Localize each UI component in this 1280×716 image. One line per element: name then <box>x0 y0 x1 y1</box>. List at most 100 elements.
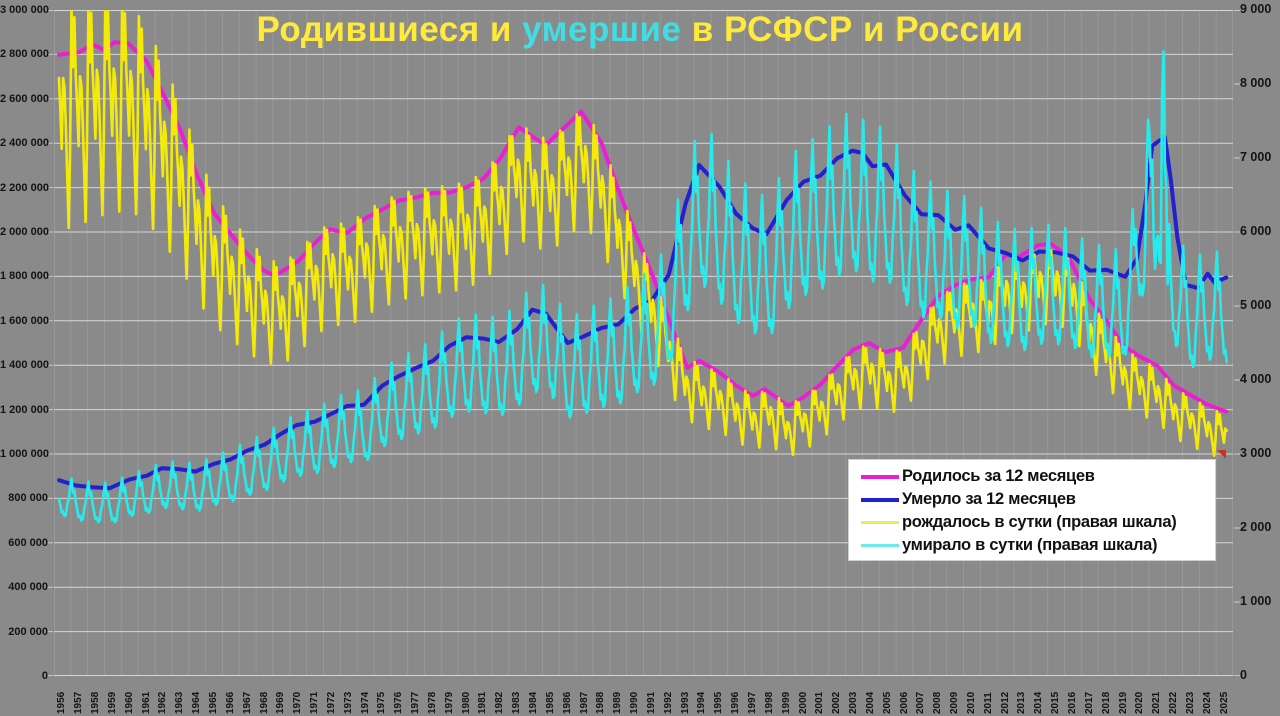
right-axis-label: 6 000 <box>1240 224 1272 238</box>
x-axis-year-label: 2022 <box>1168 691 1180 714</box>
x-axis-year-label: 1967 <box>241 691 253 714</box>
x-axis-year-label: 2020 <box>1134 691 1146 714</box>
series-died-12m <box>57 135 1229 491</box>
x-axis-year-label: 1965 <box>208 691 219 714</box>
left-axis-label: 0 <box>41 670 48 682</box>
x-axis-year-label: 1996 <box>730 691 742 714</box>
x-axis-year-label: 1976 <box>393 691 405 714</box>
x-axis-year-label: 2001 <box>814 691 826 714</box>
x-axis-year-label: 1956 <box>56 691 68 714</box>
left-axis-label: 1 200 000 <box>0 403 49 416</box>
x-axis-year-label: 1970 <box>292 691 304 714</box>
x-axis-year-label: 2017 <box>1083 691 1095 714</box>
left-axis-label: 2 200 000 <box>0 181 49 194</box>
x-axis-year-label: 1981 <box>477 691 489 714</box>
right-axis-label: 7 000 <box>1240 150 1272 164</box>
x-axis-year-label: 1978 <box>426 691 438 714</box>
left-axis-label: 1 800 000 <box>0 270 49 283</box>
legend-label: Умерло за 12 месяцев <box>902 490 1076 508</box>
x-axis-year-label: 1993 <box>679 691 691 714</box>
x-axis-year-label: 1957 <box>73 691 85 714</box>
legend-swatch-born-12m <box>861 474 899 479</box>
x-axis-year-label: 1959 <box>106 691 118 714</box>
x-axis-year-label: 2018 <box>1100 691 1112 714</box>
x-axis-year-label: 1986 <box>561 691 573 714</box>
x-axis-year-label: 1999 <box>780 691 792 714</box>
x-axis-year-label: 1971 <box>309 691 321 714</box>
legend-label: рождалось в сутки (правая шкала) <box>902 513 1177 531</box>
series-born-12m <box>57 40 1229 414</box>
x-axis-year-label: 1963 <box>174 691 186 714</box>
x-axis-year-label: 1980 <box>460 691 472 714</box>
x-axis-year-label: 1974 <box>359 691 371 714</box>
x-axis-year-label: 2025 <box>1218 691 1230 714</box>
x-axis-year-label: 1962 <box>157 691 169 714</box>
x-axis-year-label: 1989 <box>612 691 624 714</box>
x-axis-year-label: 2010 <box>965 691 977 714</box>
x-axis-year-label: 1960 <box>123 691 135 714</box>
x-axis-year-label: 1995 <box>713 691 725 714</box>
legend-row-born-daily: рождалось в сутки (правая шкала) <box>861 511 1209 534</box>
x-axis-year-label: 1992 <box>662 691 674 714</box>
x-axis-year-label: 2015 <box>1050 691 1062 714</box>
left-axis-label: 1 400 000 <box>0 359 49 372</box>
x-axis-year-label: 2009 <box>949 691 961 714</box>
x-axis-year-label: 2000 <box>797 691 809 714</box>
x-axis-year-label: 2014 <box>1033 691 1045 714</box>
legend-row-died-12m: Умерло за 12 месяцев <box>861 488 1209 511</box>
x-axis-year-label: 1968 <box>258 691 270 714</box>
x-axis-year-label: 1969 <box>275 691 287 714</box>
x-axis-year-label: 1987 <box>578 691 590 714</box>
x-axis-year-label: 1975 <box>376 691 388 714</box>
x-axis-year-label: 1982 <box>494 691 506 714</box>
left-axis-label: 2 800 000 <box>0 48 49 61</box>
left-axis-label: 200 000 <box>8 625 48 638</box>
left-axis-label: 3 000 000 <box>0 4 49 16</box>
x-axis-year-label: 2002 <box>831 691 843 714</box>
x-axis-year-label: 2021 <box>1151 691 1163 714</box>
series-died-per-day <box>57 50 1228 524</box>
right-axis-label: 4 000 <box>1240 372 1272 386</box>
x-axis-year-label: 2007 <box>915 691 927 714</box>
x-axis-year-label: 1984 <box>528 691 540 714</box>
x-axis-year-label: 1994 <box>696 691 708 714</box>
plot-area <box>47 10 1240 676</box>
legend-row-died-daily: умирало в сутки (правая шкала) <box>861 534 1209 557</box>
legend-swatch-born-daily <box>861 521 899 524</box>
legend-label: Родилось за 12 месяцев <box>902 467 1095 485</box>
right-axis-label: 8 000 <box>1240 76 1272 90</box>
x-axis-year-label: 2023 <box>1184 691 1196 714</box>
x-axis-year-label: 1979 <box>443 691 455 714</box>
left-axis-label: 1 600 000 <box>0 314 49 327</box>
x-axis-year-label: 1977 <box>410 691 422 714</box>
x-axis-year-label: 2005 <box>881 691 893 714</box>
left-axis-label: 800 000 <box>8 492 48 505</box>
legend-row-born-12m: Родилось за 12 месяцев <box>861 465 1209 488</box>
left-axis-label: 2 600 000 <box>0 92 49 105</box>
legend-label: умирало в сутки (правая шкала) <box>902 536 1158 554</box>
legend-corner-marker <box>1217 450 1226 459</box>
right-axis-label: 1 000 <box>1240 594 1272 608</box>
right-axis-label: 0 <box>1240 668 1247 682</box>
legend-swatch-died-daily <box>861 544 899 547</box>
x-axis-year-label: 2008 <box>932 691 944 714</box>
x-axis-year-label: 2016 <box>1066 691 1078 714</box>
legend-swatch-died-12m <box>861 497 899 502</box>
x-axis-year-label: 2003 <box>848 691 860 714</box>
right-axis-label: 3 000 <box>1240 446 1272 460</box>
chart-title: Родившиеся и умершие в РСФСР и России <box>0 10 1280 50</box>
x-axis-year-label: 1985 <box>544 691 556 714</box>
left-axis-label: 600 000 <box>8 536 48 549</box>
left-axis-label: 400 000 <box>8 581 48 594</box>
x-axis-year-label: 2013 <box>1016 691 1028 714</box>
x-axis-year-label: 2011 <box>982 692 994 714</box>
x-axis-year-label: 1990 <box>629 691 641 714</box>
x-axis-year-label: 1966 <box>224 691 236 714</box>
title-part-rest: в РСФСР и России <box>681 10 1024 49</box>
series-born-per-day <box>57 10 1228 457</box>
right-axis-label: 9 000 <box>1240 2 1272 16</box>
x-axis-year-label: 2004 <box>864 691 876 714</box>
x-axis-year-label: 1972 <box>325 691 337 714</box>
x-axis-year-label: 1998 <box>763 691 775 714</box>
